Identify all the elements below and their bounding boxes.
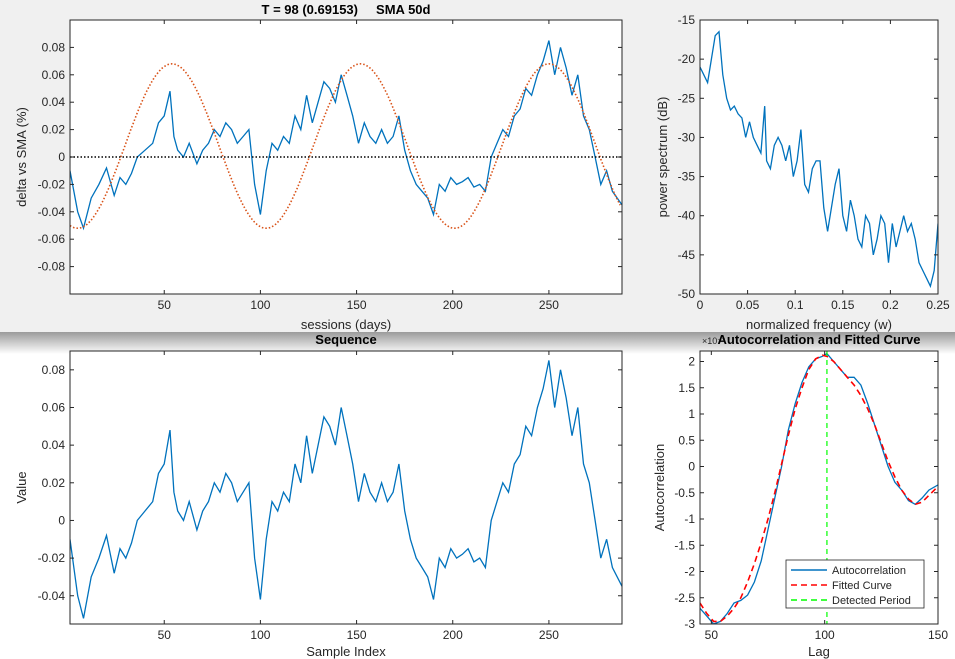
p2-ytick-label: -50: [678, 287, 696, 301]
p4-ylabel: Autocorrelation: [652, 444, 667, 531]
p1-axes: 50 100 150 200 250 0.08 0.06 0.04 0.02 0 -0.02 -0.0…: [14, 2, 623, 332]
p1-ytick-label: 0.04: [42, 95, 66, 109]
p1-ytick-label: 0.08: [42, 40, 66, 54]
p1-xtick-label: 50: [158, 298, 172, 312]
p2-ytick-label: -40: [678, 209, 696, 223]
p3-ytick-label: 0.02: [42, 476, 66, 490]
p4-axes-box: [699, 350, 939, 625]
p2-axes-box: [699, 19, 939, 295]
p3-ytick-label: 0.06: [42, 400, 66, 414]
p3-ylabel: Value: [14, 471, 29, 503]
p4-ytick-label: 0.5: [678, 433, 695, 447]
p3-series-layer: [70, 360, 622, 619]
p3-axes-box: [69, 350, 623, 625]
p2-ytick-label: -35: [678, 170, 696, 184]
p4-legend-label: Autocorrelation: [832, 565, 906, 577]
p4-xlabel: Lag: [808, 644, 830, 659]
p3-xlabel: Sample Index: [306, 644, 386, 659]
p3-title: Sequence: [315, 332, 376, 347]
p3-ytick-label: 0.04: [42, 438, 66, 452]
p1-ytick-label: 0.02: [42, 123, 66, 137]
p3-xtick-label: 250: [539, 628, 559, 642]
p3-ytick-label: -0.02: [38, 551, 66, 565]
p2-ytick-label: -25: [678, 91, 696, 105]
p2-xlabel: normalized frequency (w): [746, 317, 892, 332]
p4-ytick-label: 0: [688, 460, 695, 474]
p4-xtick-label: 100: [815, 628, 835, 642]
p4-legend: Autocorrelation Fitted Curve Detected Peri…: [785, 559, 925, 609]
p1-ylabel: delta vs SMA (%): [14, 107, 29, 207]
p4-legend-label: Fitted Curve: [832, 580, 892, 592]
p1-xlabel: sessions (days): [301, 317, 391, 332]
p2-xtick-label: 0.1: [787, 298, 804, 312]
p2-ytick-label: -20: [678, 52, 696, 66]
p2-series-0: [700, 30, 938, 289]
p1-series-0: [70, 40, 622, 231]
p3-xtick-label: 150: [347, 628, 367, 642]
p4-ytick-label: -2: [684, 565, 695, 579]
p3-ytick-label: 0: [58, 513, 65, 527]
p4-ytick-label: 2: [688, 355, 695, 369]
p4-xtick-label: 50: [705, 628, 719, 642]
p4-axes: 50 100 150 2 1.5 1 0.5 0 -0.5 -1 -1.5 -2 -2.5 -3 Lag Au…: [652, 332, 948, 659]
p1-ytick-label: -0.08: [38, 260, 66, 274]
p2-xtick-label: 0: [697, 298, 704, 312]
p3-xtick-label: 100: [250, 628, 270, 642]
p1-ytick-label: -0.06: [38, 232, 66, 246]
p1-title: T = 98 (0.69153) SMA 50d: [262, 2, 431, 17]
p4-ytick-label: -1: [684, 512, 695, 526]
p2-plot-area: [700, 20, 938, 294]
p3-axes: 50 100 150 200 250 0.08 0.06 0.04 0.02 0 -0.02 -0.0…: [14, 332, 623, 659]
p1-ytick-label: -0.02: [38, 177, 66, 191]
p2-xtick-label: 0.2: [882, 298, 899, 312]
p4-ytick-label: 1: [688, 407, 695, 421]
p3-series-0: [70, 360, 622, 619]
p2-ytick-label: -15: [678, 13, 696, 27]
p1-ytick-label: -0.04: [38, 205, 66, 219]
p4-title: Autocorrelation and Fitted Curve: [718, 332, 921, 347]
p2-ylabel: power spectrum (dB): [655, 97, 670, 218]
p4-ytick-label: -0.5: [674, 486, 695, 500]
p1-xtick-label: 100: [250, 298, 270, 312]
p1-xtick-label: 150: [347, 298, 367, 312]
p1-xtick-label: 200: [443, 298, 463, 312]
p1-series-layer: [70, 40, 622, 231]
p3-ytick-label: 0.08: [42, 363, 66, 377]
p4-legend-box: [785, 559, 925, 609]
p4-ytick-label: -2.5: [674, 591, 695, 605]
p3-ytick-label: -0.04: [38, 589, 66, 603]
p4-legend-label: Detected Period: [832, 595, 911, 607]
p2-series-layer: [700, 30, 938, 289]
p2-ytick-label: -30: [678, 130, 696, 144]
p4-xtick-label: 150: [928, 628, 948, 642]
p2-axes: 0 0.05 0.1 0.15 0.2 0.25 -15 -20 -25 -30 -35 -40 -45…: [655, 13, 950, 332]
p3-plot-area: [70, 351, 622, 624]
p3-xtick-label: 50: [158, 628, 172, 642]
p4-exponent-label: ×10⁻³: [702, 336, 725, 346]
p1-ytick-label: 0: [58, 150, 65, 164]
p4-ytick-label: 1.5: [678, 381, 695, 395]
p2-xtick-label: 0.25: [926, 298, 950, 312]
p4-ytick-label: -3: [684, 617, 695, 631]
p4-ytick-label: -1.5: [674, 538, 695, 552]
p1-xtick-label: 250: [539, 298, 559, 312]
p3-xtick-label: 200: [443, 628, 463, 642]
p2-ytick-label: -45: [678, 248, 696, 262]
p1-ytick-label: 0.06: [42, 68, 66, 82]
p2-xtick-label: 0.05: [736, 298, 760, 312]
p2-xtick-label: 0.15: [831, 298, 855, 312]
